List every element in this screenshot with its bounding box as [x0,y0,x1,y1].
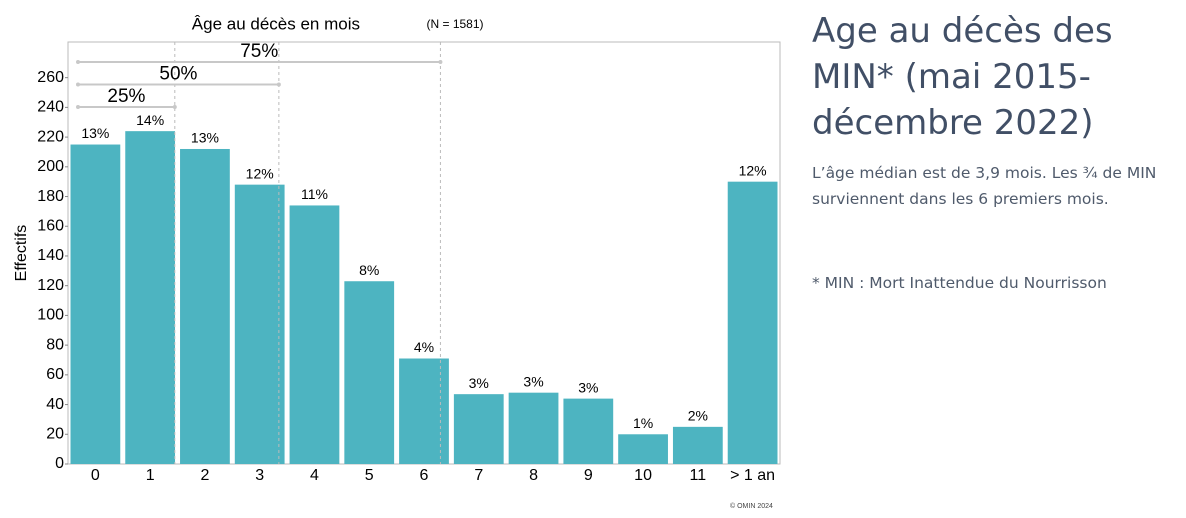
arrow-end [438,60,443,64]
bar-label: 13% [81,125,109,141]
y-tick-label: 40 [46,396,64,413]
y-tick-label: 20 [46,426,64,443]
y-tick-label: 120 [37,277,64,294]
bar [125,131,176,465]
side-panel: Age au décès des MIN* (mai 2015-décembre… [812,8,1182,296]
bar-label: 12% [246,165,274,181]
x-tick-label: 3 [255,467,264,484]
bar [180,148,230,465]
quartile-label: 75% [240,41,278,62]
bar-label: 14% [136,112,164,128]
bar [399,358,449,464]
bar [453,394,504,464]
y-tick-label: 200 [37,158,64,175]
x-tick-label: 9 [584,467,593,484]
bar [344,281,395,464]
chart: Âge au décès en mois (N = 1581) Effectif… [13,14,781,484]
x-tick-label: 4 [310,467,319,484]
y-tick-label: 220 [37,128,64,145]
heading: Age au décès des MIN* (mai 2015-décembre… [812,11,1113,143]
bar-label: 2% [688,408,708,424]
arrow-end [172,105,177,109]
arrow-end [76,82,80,87]
y-tick-label: 100 [37,307,64,324]
x-tick-label: 10 [634,467,652,484]
text: L’âge médian est de 3,9 mois. Les ¾ de M… [812,164,1157,208]
credit: © OMIN 2024 [730,503,773,510]
bar-label: 12% [739,162,767,178]
y-tick-label: 240 [37,99,64,116]
y-tick-label: 260 [37,69,64,86]
bar-label: 4% [414,339,434,355]
chart-title: Âge au décès en mois [192,14,360,33]
bar [727,181,778,464]
bar [70,144,121,464]
bar [618,434,668,464]
x-tick-label: 0 [91,467,100,484]
bar [508,392,559,464]
bar [563,398,614,464]
bar [289,205,340,465]
quartile-label: 50% [159,64,197,85]
y-tick-label: 60 [46,366,64,383]
x-tick-label: 1 [146,467,155,484]
bar-label: 11% [301,186,328,202]
x-tick-label: 5 [365,467,374,484]
y-tick-label: 180 [37,188,64,205]
x-tick-label: 8 [529,467,538,484]
x-tick-label: 6 [420,467,429,484]
arrow-end [276,82,281,87]
bar [234,184,285,464]
bar-label: 3% [523,373,543,389]
bar [672,426,723,464]
bar-label: 3% [469,375,489,391]
arrow-end [76,60,80,64]
bar-label: 3% [578,379,598,395]
y-tick-label: 160 [37,217,64,234]
bar-label: 1% [633,415,653,431]
quartile-label: 25% [107,86,145,107]
arrow-end [76,105,80,109]
y-tick-label: 80 [46,336,64,353]
bar-label: 13% [191,130,219,146]
y-tick-label: 0 [55,455,64,472]
y-axis-label: Effectifs [13,225,30,282]
x-tick-label: 7 [474,467,483,484]
bar-label: 8% [359,262,379,278]
y-tick-label: 140 [37,247,64,264]
x-tick-label: 2 [200,467,209,484]
note: * MIN : Mort Inattendue du Nourrisson [812,274,1107,292]
chart-subtitle: (N = 1581) [426,17,483,31]
x-tick-label: 11 [690,467,707,484]
x-tick-label: > 1 an [730,467,775,484]
